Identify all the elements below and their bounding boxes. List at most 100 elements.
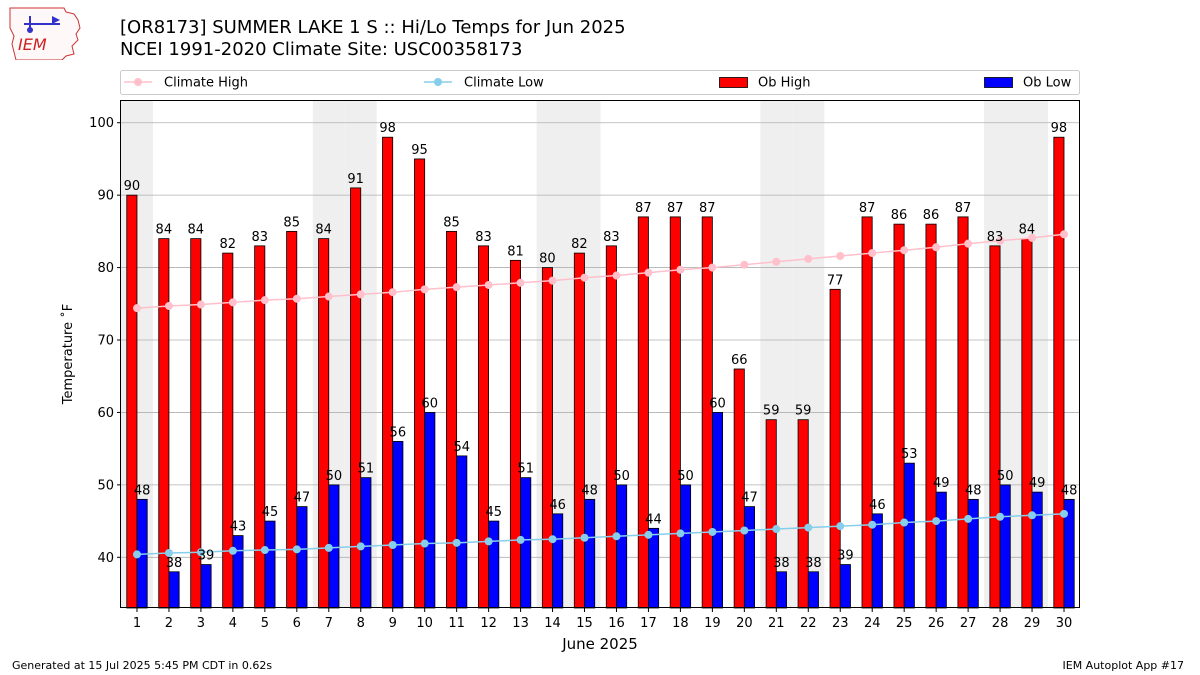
ob-low-bar (935, 491, 947, 609)
ob-high-bar (861, 216, 873, 609)
ob-high-value-label: 87 (635, 201, 652, 216)
ob-high-bar (989, 245, 1001, 609)
ob-low-value-label: 48 (965, 483, 982, 498)
ob-high-value-label: 85 (443, 215, 460, 230)
climate-low-point (452, 538, 461, 547)
ob-low-bar (839, 564, 851, 609)
climate-high-point (740, 260, 749, 269)
climate-low-point (676, 529, 685, 538)
climate-low-point (420, 539, 429, 548)
climate-low-line (136, 513, 1065, 556)
x-tick-label: 16 (608, 616, 625, 631)
climate-high-point (772, 257, 781, 266)
ob-high-value-label: 83 (475, 230, 492, 245)
climate-low-point (164, 548, 173, 557)
ob-low-value-label: 50 (326, 469, 343, 484)
ob-low-value-label: 47 (741, 491, 758, 506)
ob-low-value-label: 53 (901, 447, 918, 462)
ob-low-bar (200, 564, 212, 609)
ob-low-value-label: 49 (1029, 476, 1046, 491)
climate-low-point (964, 514, 973, 523)
climate-high-point (548, 276, 557, 285)
climate-high-point (324, 292, 333, 301)
ob-low-bar (168, 571, 180, 609)
ob-high-value-label: 82 (571, 237, 588, 252)
climate-low-point (644, 530, 653, 539)
climate-low-point (868, 520, 877, 529)
ob-low-value-label: 56 (390, 425, 407, 440)
climate-high-point (452, 283, 461, 292)
ob-low-value-label: 38 (166, 556, 183, 571)
climate-low-point (772, 525, 781, 534)
ob-high-value-label: 80 (539, 252, 556, 267)
climate-high-point (420, 285, 429, 294)
ob-low-value-label: 45 (485, 505, 502, 520)
x-tick-label: 4 (229, 616, 237, 631)
climate-low-point (580, 533, 589, 542)
x-tick-label: 12 (480, 616, 497, 631)
y-tick-label: 60 (97, 406, 114, 421)
ob-high-bar (669, 216, 681, 609)
ob-high-bar (765, 419, 777, 609)
ob-low-bar (264, 520, 276, 609)
ob-low-value-label: 50 (677, 469, 694, 484)
climate-high-point (260, 296, 269, 305)
climate-high-point (196, 300, 205, 309)
ob-high-value-label: 91 (347, 172, 364, 187)
ob-high-value-label: 59 (795, 404, 812, 419)
ob-high-bar (797, 419, 809, 609)
legend-marker-climate-low (434, 78, 442, 86)
ob-low-value-label: 46 (869, 498, 886, 513)
ob-low-bar (999, 484, 1011, 609)
ob-low-value-label: 51 (358, 462, 375, 477)
climate-high-point (804, 254, 813, 263)
ob-high-bar (126, 194, 138, 609)
climate-high-point (964, 239, 973, 248)
climate-low-point (708, 527, 717, 536)
ob-low-value-label: 48 (581, 483, 598, 498)
legend-swatch-ob-low (984, 77, 1013, 88)
ob-high-value-label: 86 (891, 208, 908, 223)
x-tick-label: 17 (640, 616, 657, 631)
ob-high-value-label: 95 (411, 143, 428, 158)
ob-low-value-label: 38 (773, 556, 790, 571)
legend-label-climate-low: Climate Low (464, 76, 544, 91)
ob-low-bar (743, 506, 755, 609)
ob-low-value-label: 46 (549, 498, 566, 513)
ob-high-value-label: 84 (315, 223, 332, 238)
ob-high-value-label: 82 (219, 237, 236, 252)
ob-low-value-label: 39 (837, 549, 854, 564)
x-tick-label: 20 (736, 616, 753, 631)
climate-high-point (836, 251, 845, 260)
x-tick-label: 23 (832, 616, 849, 631)
climate-low-point (484, 537, 493, 546)
legend-item-ob-low: Ob Low (984, 76, 1072, 91)
ob-low-value-label: 38 (805, 556, 822, 571)
climate-high-point (708, 263, 717, 272)
ob-high-value-label: 59 (763, 404, 780, 419)
ob-high-value-label: 84 (156, 223, 173, 238)
ob-high-value-label: 84 (1019, 223, 1036, 238)
y-tick-label: 50 (97, 478, 114, 493)
ob-low-bar (488, 520, 500, 609)
ob-high-bar (573, 252, 585, 609)
ob-low-bar (680, 484, 692, 609)
climate-low-point (836, 522, 845, 531)
ob-low-value-label: 49 (933, 476, 950, 491)
legend-label-ob-high: Ob High (758, 76, 811, 91)
ob-high-bar (541, 267, 553, 609)
ob-high-bar (477, 245, 490, 609)
climate-high-point (644, 268, 653, 277)
climate-low-point (996, 512, 1005, 521)
title-line-1: [OR8173] SUMMER LAKE 1 S :: Hi/Lo Temps … (120, 17, 626, 38)
x-tick-label: 6 (293, 616, 301, 631)
x-tick-label: 26 (928, 616, 945, 631)
climate-high-point (388, 288, 397, 297)
climate-low-point (1060, 509, 1069, 518)
x-tick-label: 1 (133, 616, 141, 631)
ob-low-bar (903, 462, 915, 609)
ob-high-value-label: 84 (188, 223, 205, 238)
climate-high-point (676, 265, 685, 274)
